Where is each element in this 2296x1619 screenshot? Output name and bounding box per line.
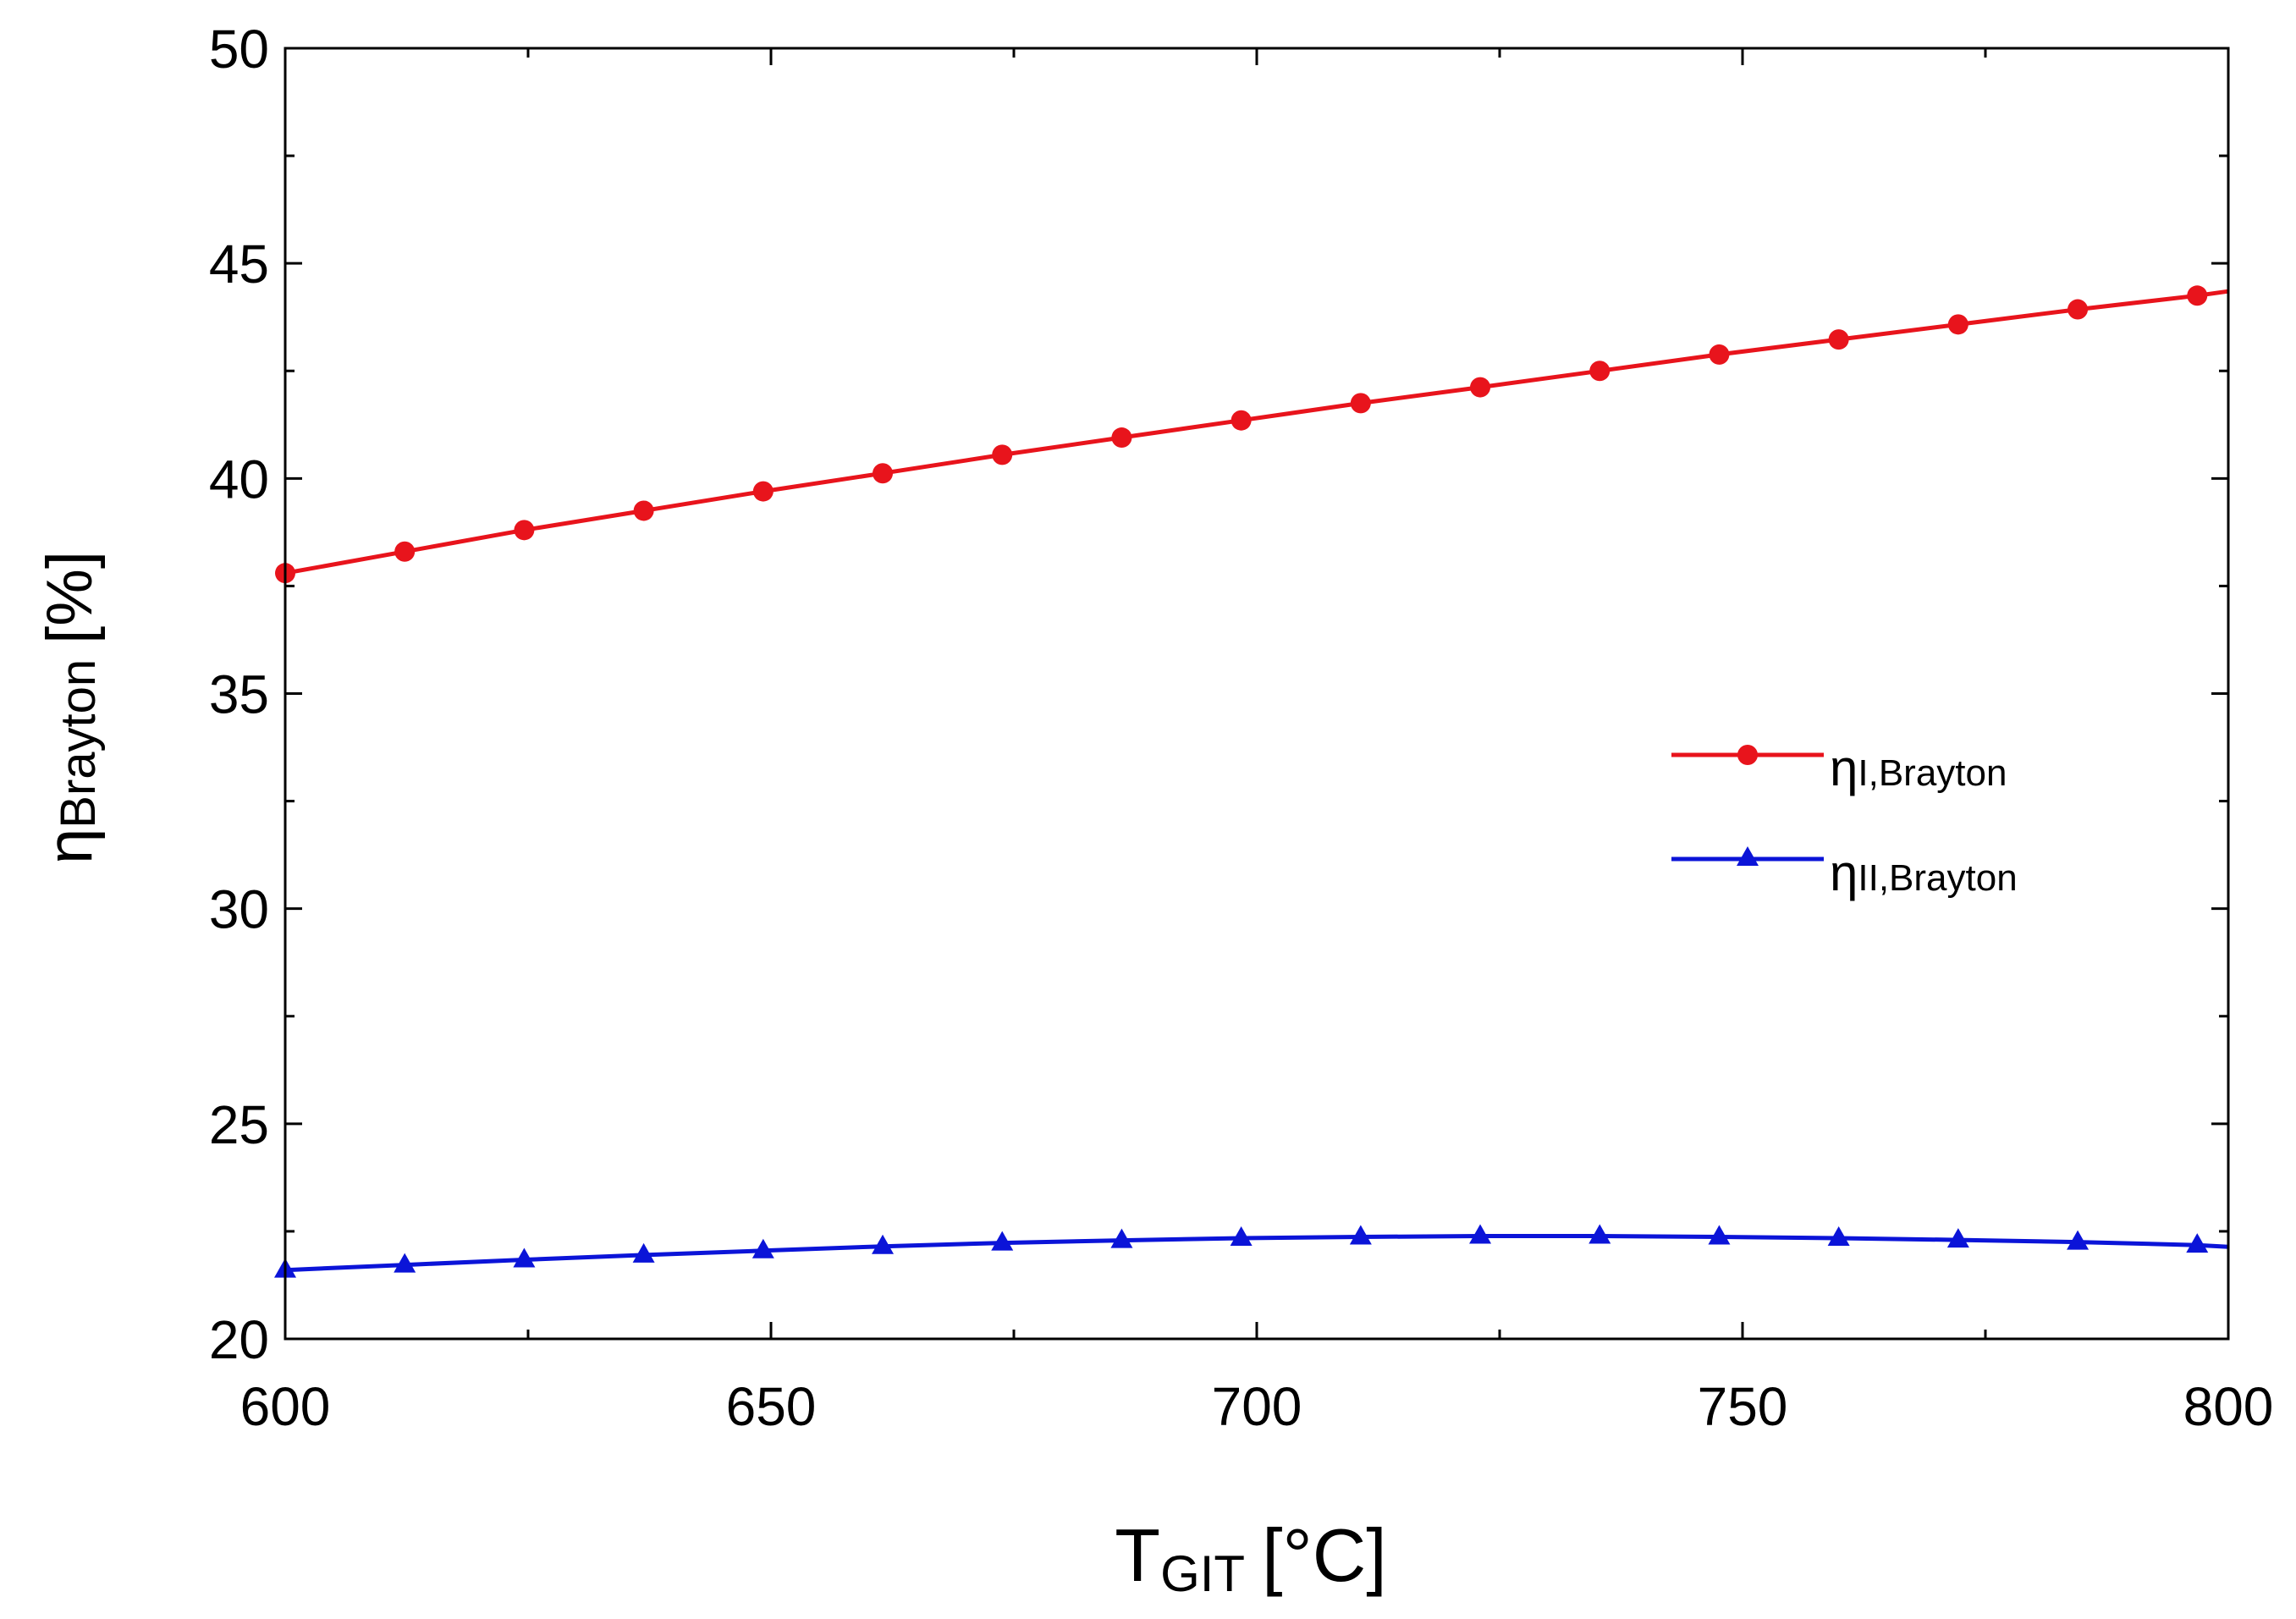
data-point bbox=[2187, 285, 2208, 306]
data-point bbox=[1947, 314, 1968, 335]
data-point bbox=[1349, 1225, 1372, 1245]
data-point bbox=[1588, 1224, 1611, 1244]
data-point bbox=[1470, 377, 1491, 398]
data-point bbox=[394, 1253, 416, 1273]
data-point bbox=[1946, 1228, 1969, 1248]
y-tick-label: 25 bbox=[209, 1094, 269, 1155]
y-tick-label: 30 bbox=[209, 879, 269, 940]
data-point bbox=[632, 1242, 655, 1263]
data-point bbox=[513, 1247, 536, 1268]
legend-marker-series-1 bbox=[1737, 745, 1758, 765]
data-point bbox=[394, 541, 416, 562]
data-point bbox=[873, 463, 894, 484]
legend-label-series-2: ηII,Brayton bbox=[1830, 845, 2018, 901]
major-ticks bbox=[284, 47, 2230, 1341]
data-point bbox=[1110, 1228, 1133, 1248]
x-tick-label: 800 bbox=[2183, 1376, 2274, 1437]
series-line-1 bbox=[284, 289, 2229, 575]
data-point bbox=[1708, 1225, 1731, 1245]
data-point bbox=[2067, 1230, 2090, 1250]
x-axis-title: TGIT [°C] bbox=[1115, 1513, 1386, 1602]
data-point bbox=[1230, 1226, 1253, 1247]
data-point bbox=[2186, 1233, 2209, 1253]
x-tick-label: 700 bbox=[1212, 1376, 1302, 1437]
data-point bbox=[1709, 344, 1730, 365]
data-point bbox=[1231, 410, 1252, 431]
data-point bbox=[514, 520, 535, 541]
data-point bbox=[1827, 1226, 1850, 1247]
legend-entry-series-1: ηI,Brayton bbox=[1671, 740, 2007, 796]
x-tick-label: 650 bbox=[726, 1376, 817, 1437]
minor-ticks bbox=[285, 48, 2228, 1339]
x-tick-label: 600 bbox=[240, 1376, 331, 1437]
y-tick-label: 40 bbox=[209, 449, 269, 509]
data-point bbox=[1828, 329, 1849, 350]
data-point bbox=[1350, 393, 1371, 414]
legend-entry-series-2: ηII,Brayton bbox=[1671, 845, 2018, 901]
data-point bbox=[991, 1231, 1014, 1251]
y-tick-label: 20 bbox=[209, 1309, 269, 1370]
data-point bbox=[992, 444, 1013, 465]
y-tick-label: 45 bbox=[209, 234, 269, 295]
legend-marker-series-2 bbox=[1737, 846, 1759, 866]
legend-label-series-1: ηI,Brayton bbox=[1830, 740, 2007, 796]
data-point bbox=[752, 1238, 774, 1258]
data-point bbox=[1469, 1224, 1492, 1244]
data-point bbox=[2068, 299, 2089, 320]
plot-frame bbox=[284, 47, 2230, 1341]
data-point bbox=[1111, 427, 1132, 449]
y-tick-labels: 20 25 30 35 40 45 50 bbox=[209, 19, 269, 1370]
data-point bbox=[633, 500, 654, 521]
y-tick-label: 50 bbox=[209, 19, 269, 80]
x-tick-label: 750 bbox=[1698, 1376, 1788, 1437]
data-point bbox=[752, 481, 774, 502]
y-axis-title: ηBrayton[%] bbox=[34, 551, 106, 864]
legend: ηI,Brayton ηII,Brayton bbox=[1671, 740, 2018, 901]
x-tick-labels: 600 650 700 750 800 bbox=[240, 1376, 2274, 1437]
y-tick-label: 35 bbox=[209, 664, 269, 725]
data-point bbox=[1589, 361, 1611, 382]
data-point bbox=[872, 1234, 895, 1254]
series-line-2 bbox=[284, 1234, 2229, 1273]
